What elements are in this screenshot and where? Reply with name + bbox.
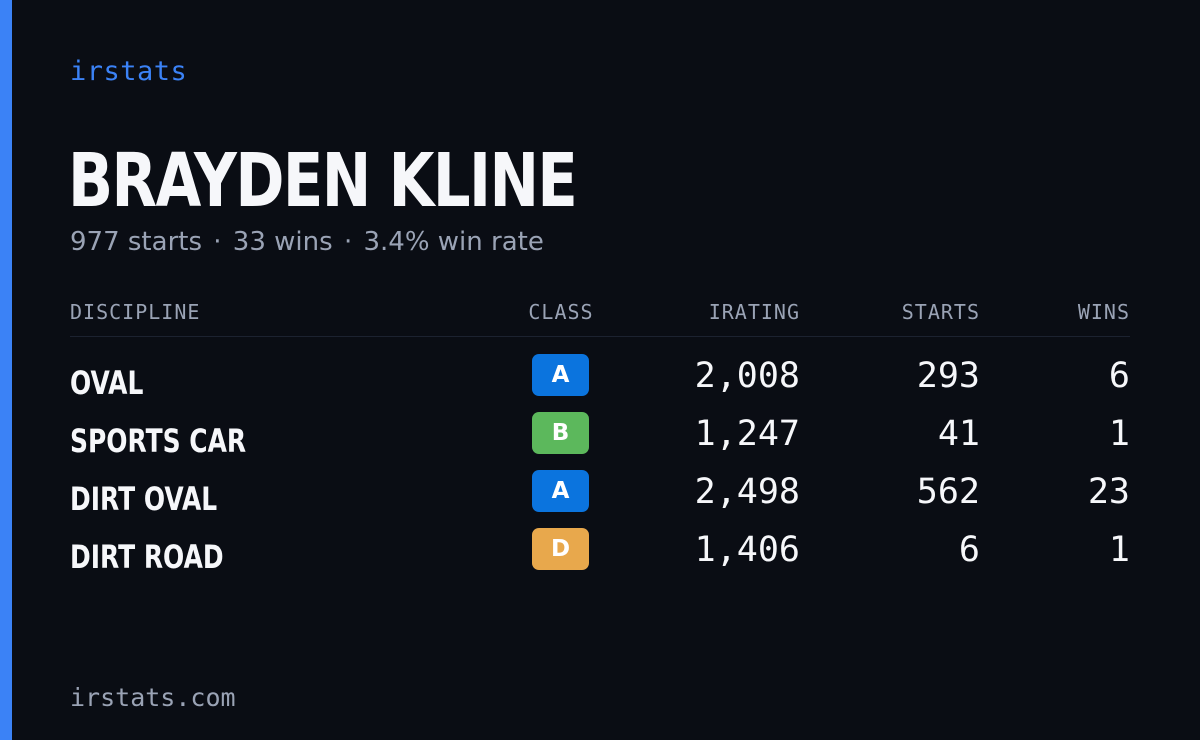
table-row: OVAL A 2,008 293 6 bbox=[70, 350, 1130, 408]
driver-name: BRAYDEN KLINE bbox=[68, 138, 578, 224]
irating-value: 2,008 bbox=[694, 356, 800, 396]
class-badge: A bbox=[532, 354, 589, 396]
starts-value: 41 bbox=[937, 414, 980, 454]
header-irating: IRATING bbox=[708, 300, 800, 324]
win-rate-summary: 3.4% win rate bbox=[363, 227, 544, 257]
irating-value: 1,406 bbox=[694, 530, 800, 570]
class-badge: A bbox=[532, 470, 589, 512]
starts-summary: 977 starts bbox=[70, 227, 202, 257]
header-class: CLASS bbox=[528, 300, 594, 324]
stats-table-header: DISCIPLINE CLASS IRATING STARTS WINS bbox=[70, 300, 1130, 326]
wins-value: 6 bbox=[1108, 356, 1130, 396]
summary-separator: · bbox=[343, 227, 353, 257]
table-row: DIRT OVAL A 2,498 562 23 bbox=[70, 466, 1130, 524]
starts-value: 293 bbox=[916, 356, 980, 396]
table-divider bbox=[70, 336, 1130, 337]
driver-summary: 977 starts · 33 wins · 3.4% win rate bbox=[70, 227, 544, 257]
summary-separator: · bbox=[213, 227, 222, 257]
stats-table-body: OVAL A 2,008 293 6 SPORTS CAR B 1,247 41… bbox=[70, 350, 1130, 582]
header-starts: STARTS bbox=[901, 300, 980, 324]
class-badge: B bbox=[532, 412, 589, 454]
table-row: DIRT ROAD D 1,406 6 1 bbox=[70, 524, 1130, 582]
irating-value: 2,498 bbox=[694, 472, 800, 512]
starts-value: 6 bbox=[958, 530, 980, 570]
discipline-label: DIRT ROAD bbox=[70, 538, 224, 576]
wins-value: 23 bbox=[1087, 472, 1130, 512]
irating-value: 1,247 bbox=[694, 414, 800, 454]
table-row: SPORTS CAR B 1,247 41 1 bbox=[70, 408, 1130, 466]
brand-logo-text: irstats bbox=[70, 56, 188, 87]
class-badge: D bbox=[532, 528, 589, 570]
header-discipline: DISCIPLINE bbox=[70, 300, 201, 324]
footer-url[interactable]: irstats.com bbox=[70, 683, 236, 712]
starts-value: 562 bbox=[916, 472, 980, 512]
discipline-label: DIRT OVAL bbox=[70, 480, 218, 518]
wins-value: 1 bbox=[1108, 530, 1130, 570]
wins-value: 1 bbox=[1108, 414, 1130, 454]
wins-summary: 33 wins bbox=[232, 227, 333, 257]
discipline-label: OVAL bbox=[70, 364, 144, 402]
discipline-label: SPORTS CAR bbox=[70, 422, 247, 460]
header-wins: WINS bbox=[1077, 300, 1130, 324]
accent-bar bbox=[0, 0, 12, 740]
